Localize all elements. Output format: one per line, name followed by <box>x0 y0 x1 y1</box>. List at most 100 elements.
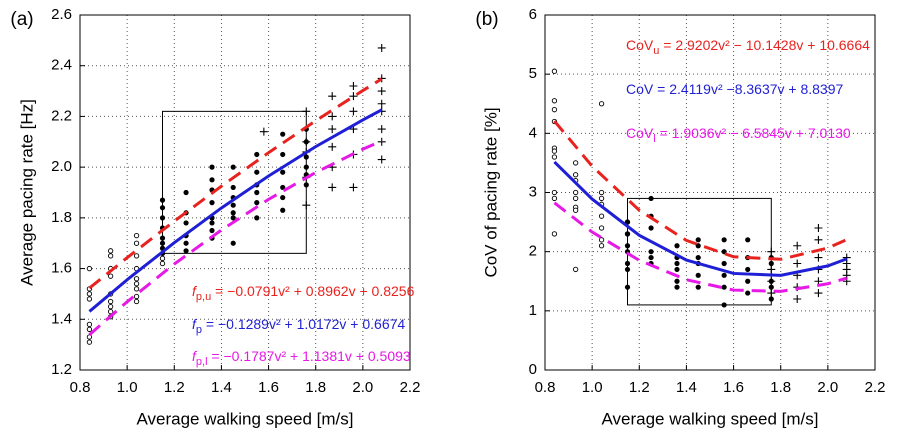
x-axis-label: Average walking speed [m/s] <box>136 409 353 428</box>
data-point <box>86 321 93 328</box>
data-point <box>768 260 774 267</box>
data-point <box>377 137 386 146</box>
x-tick-label: 1.4 <box>676 379 697 396</box>
data-point <box>133 293 140 300</box>
data-point <box>209 164 215 170</box>
data-point <box>572 172 579 178</box>
y-axis-label: CoV of pacing rate [%] <box>481 107 500 277</box>
data-point <box>624 284 631 290</box>
data-point <box>648 254 654 261</box>
data-point <box>674 278 680 284</box>
data-point <box>86 296 93 302</box>
x-tick-label: 2.0 <box>817 379 838 396</box>
x-tick-label: 2.2 <box>400 379 421 396</box>
data-point <box>159 235 166 241</box>
data-point <box>107 298 114 305</box>
data-point <box>551 231 558 237</box>
y-axis-label: Average pacing rate [Hz] <box>17 99 36 286</box>
x-tick-label: 0.8 <box>70 379 91 396</box>
data-point <box>107 253 114 259</box>
y-tick-label: 2 <box>529 243 537 260</box>
data-point <box>107 309 114 315</box>
data-point <box>793 259 802 268</box>
data-point <box>349 82 358 90</box>
data-point <box>551 148 558 154</box>
data-point <box>107 273 114 279</box>
data-point <box>133 286 140 292</box>
data-point <box>328 183 337 192</box>
data-point <box>768 296 774 302</box>
data-point <box>674 266 680 273</box>
equation-rhs: = −0.0791v² + 0.8962v + 0.8256 <box>211 283 414 299</box>
equation-subscript: p <box>196 324 202 336</box>
data-point <box>133 240 140 246</box>
data-point <box>767 277 776 286</box>
x-tick-label: 1.2 <box>629 379 650 396</box>
panel-label: (b) <box>475 9 498 30</box>
data-point <box>695 284 701 290</box>
equation-subscript: p,l <box>196 356 208 368</box>
equation-lhs: f <box>192 316 198 332</box>
data-point <box>86 291 93 297</box>
data-point <box>624 266 631 273</box>
data-point <box>303 154 309 160</box>
equation-rhs: = −0.1289v² + 1.0172v + 0.6674 <box>202 316 405 332</box>
data-point <box>377 125 386 134</box>
equation: fp = −0.1289v² + 1.0172v + 0.6674 <box>192 316 405 336</box>
data-point <box>303 182 309 188</box>
y-tick-label: 1.8 <box>51 209 72 226</box>
data-point <box>302 137 311 146</box>
data-point <box>86 265 93 272</box>
data-point <box>598 213 605 219</box>
data-point <box>572 195 579 202</box>
data-point <box>695 237 701 243</box>
equation-rhs: = 2.9202v² − 10.1428v + 10.6664 <box>659 37 870 53</box>
fit-line <box>553 160 848 277</box>
data-point <box>814 253 823 262</box>
data-point <box>280 169 286 175</box>
x-tick-label: 1.4 <box>211 379 232 396</box>
x-tick-label: 1.0 <box>582 379 603 396</box>
equation-subscript: l <box>653 133 655 145</box>
x-tick-label: 1.6 <box>723 379 744 396</box>
data-point <box>721 272 727 278</box>
equation-subscript: p,u <box>196 291 211 303</box>
data-point <box>107 303 114 310</box>
data-point <box>768 284 774 290</box>
equation-rhs: = 2.4119v² −8.3637v + 8.8397 <box>653 81 843 97</box>
data-point <box>183 248 189 254</box>
fit-line <box>88 139 383 336</box>
data-point <box>159 215 166 221</box>
equation-lhs: f <box>192 283 198 299</box>
data-point <box>254 200 260 206</box>
equation-subscript: u <box>653 45 659 57</box>
data-point <box>349 107 358 116</box>
y-tick-label: 4 <box>529 124 537 141</box>
data-point <box>572 266 579 273</box>
data-point <box>721 284 727 290</box>
equation-lhs: CoV <box>626 81 654 97</box>
y-tick-label: 2.0 <box>51 158 72 175</box>
x-tick-label: 2.0 <box>352 379 373 396</box>
fit-line <box>88 108 383 313</box>
data-point <box>133 253 140 259</box>
x-tick-label: 1.2 <box>164 379 185 396</box>
data-point <box>280 131 286 137</box>
data-point <box>598 195 605 202</box>
data-point <box>303 164 309 170</box>
data-point <box>624 219 631 225</box>
data-point <box>598 101 605 107</box>
data-point <box>598 237 605 243</box>
data-point <box>302 107 311 116</box>
data-point <box>572 207 579 213</box>
data-point <box>624 243 631 249</box>
data-point <box>767 247 776 256</box>
data-point <box>230 240 236 246</box>
data-point <box>674 243 680 249</box>
data-point <box>377 99 386 108</box>
data-point <box>280 184 286 191</box>
data-point <box>159 240 166 246</box>
equation-rhs: = −0.1787v² + 1.1381v + 0.5093 <box>208 348 411 364</box>
x-tick-label: 1.6 <box>258 379 279 396</box>
data-point <box>349 183 358 192</box>
